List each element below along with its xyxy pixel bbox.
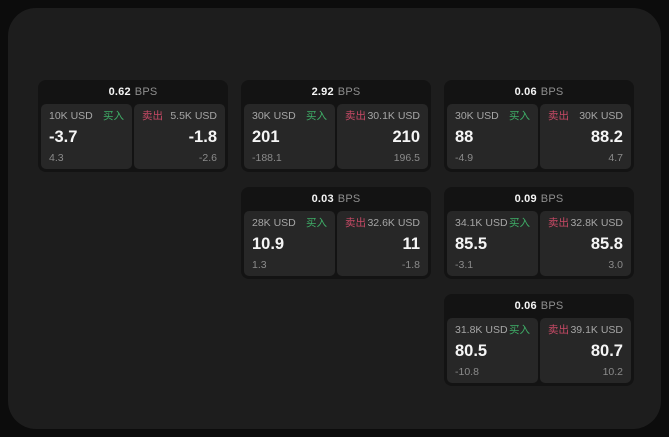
card-header: 2.92 BPS (241, 80, 431, 104)
sell-sub-value: 196.5 (393, 151, 420, 164)
buy-price: 85.5 (455, 234, 488, 253)
bps-value: 0.09 (514, 193, 537, 205)
card-body: 10K USD 买入 -3.7 4.3 卖出 5.5K USD -1.8 -2.… (38, 104, 228, 172)
quote-card-4: 0.03 BPS 28K USD 买入 10.9 1.3 卖出 32.6K US… (241, 187, 431, 279)
sell-sub-value: 10.2 (602, 365, 623, 378)
sell-panel[interactable]: 卖出 39.1K USD 80.7 10.2 (540, 318, 631, 383)
bps-value: 0.62 (108, 86, 131, 98)
buy-price: -3.7 (49, 127, 78, 146)
sell-panel[interactable]: 卖出 5.5K USD -1.8 -2.6 (134, 104, 225, 169)
sell-sub-value: -1.8 (401, 258, 420, 271)
sell-panel[interactable]: 卖出 30.1K USD 210 196.5 (337, 104, 428, 169)
buy-notional: 10K USD (49, 110, 93, 122)
buy-panel[interactable]: 30K USD 买入 88 -4.9 (447, 104, 538, 169)
buy-panel[interactable]: 31.8K USD 买入 80.5 -10.8 (447, 318, 538, 383)
card-body: 30K USD 买入 88 -4.9 卖出 30K USD 88.2 4.7 (444, 104, 634, 172)
buy-notional: 30K USD (252, 110, 296, 122)
buy-panel[interactable]: 28K USD 买入 10.9 1.3 (244, 211, 335, 276)
sell-notional: 32.6K USD (367, 217, 420, 229)
sell-label: 卖出 (142, 110, 163, 122)
bps-unit-label: BPS (134, 86, 158, 98)
card-header: 0.03 BPS (241, 187, 431, 211)
card-header: 0.62 BPS (38, 80, 228, 104)
buy-price: 10.9 (252, 234, 285, 253)
buy-price: 88 (455, 127, 474, 146)
card-header: 0.06 BPS (444, 80, 634, 104)
bps-unit-label: BPS (337, 193, 361, 205)
buy-label: 买入 (509, 110, 530, 122)
buy-price: 80.5 (455, 341, 488, 360)
card-body: 28K USD 买入 10.9 1.3 卖出 32.6K USD 11 -1.8 (241, 211, 431, 279)
quote-card-6: 0.06 BPS 31.8K USD 买入 80.5 -10.8 卖出 39.1… (444, 294, 634, 386)
sell-price: 88.2 (590, 127, 623, 146)
buy-label: 买入 (509, 217, 530, 229)
buy-sub-value: -4.9 (455, 151, 474, 164)
bps-value: 2.92 (311, 86, 334, 98)
bps-unit-label: BPS (540, 300, 564, 312)
buy-label: 买入 (103, 110, 124, 122)
bps-unit-label: BPS (540, 86, 564, 98)
buy-panel[interactable]: 34.1K USD 买入 85.5 -3.1 (447, 211, 538, 276)
card-body: 31.8K USD 买入 80.5 -10.8 卖出 39.1K USD 80.… (444, 318, 634, 386)
quote-card-3: 0.06 BPS 30K USD 买入 88 -4.9 卖出 30K USD 8… (444, 80, 634, 172)
main-panel: 0.62 BPS 10K USD 买入 -3.7 4.3 卖出 5.5K USD… (8, 8, 661, 429)
sell-panel[interactable]: 卖出 30K USD 88.2 4.7 (540, 104, 631, 169)
buy-price: 201 (252, 127, 280, 146)
sell-label: 卖出 (548, 324, 569, 336)
sell-price: 210 (392, 127, 420, 146)
sell-panel[interactable]: 卖出 32.6K USD 11 -1.8 (337, 211, 428, 276)
card-body: 34.1K USD 买入 85.5 -3.1 卖出 32.8K USD 85.8… (444, 211, 634, 279)
quote-card-1: 0.62 BPS 10K USD 买入 -3.7 4.3 卖出 5.5K USD… (38, 80, 228, 172)
buy-panel[interactable]: 30K USD 买入 201 -188.1 (244, 104, 335, 169)
card-header: 0.09 BPS (444, 187, 634, 211)
bps-unit-label: BPS (337, 86, 361, 98)
bps-value: 0.06 (514, 86, 537, 98)
quote-card-5: 0.09 BPS 34.1K USD 买入 85.5 -3.1 卖出 32.8K… (444, 187, 634, 279)
buy-sub-value: -188.1 (252, 151, 282, 164)
bps-unit-label: BPS (540, 193, 564, 205)
card-header: 0.06 BPS (444, 294, 634, 318)
buy-label: 买入 (509, 324, 530, 336)
buy-label: 买入 (306, 217, 327, 229)
sell-label: 卖出 (548, 110, 569, 122)
sell-price: 80.7 (590, 341, 623, 360)
bps-value: 0.03 (311, 193, 334, 205)
sell-price: 11 (402, 234, 420, 253)
buy-sub-value: -10.8 (455, 365, 479, 378)
bps-value: 0.06 (514, 300, 537, 312)
buy-notional: 30K USD (455, 110, 499, 122)
sell-notional: 5.5K USD (170, 110, 217, 122)
sell-price: 85.8 (590, 234, 623, 253)
buy-label: 买入 (306, 110, 327, 122)
sell-notional: 30.1K USD (367, 110, 420, 122)
sell-sub-value: -2.6 (198, 151, 217, 164)
quote-card-2: 2.92 BPS 30K USD 买入 201 -188.1 卖出 30.1K … (241, 80, 431, 172)
buy-sub-value: -3.1 (455, 258, 474, 271)
sell-notional: 39.1K USD (570, 324, 623, 336)
sell-sub-value: 4.7 (608, 151, 623, 164)
sell-label: 卖出 (345, 110, 366, 122)
sell-sub-value: 3.0 (608, 258, 623, 271)
sell-notional: 30K USD (579, 110, 623, 122)
card-body: 30K USD 买入 201 -188.1 卖出 30.1K USD 210 1… (241, 104, 431, 172)
buy-notional: 31.8K USD (455, 324, 508, 336)
sell-label: 卖出 (548, 217, 569, 229)
buy-notional: 28K USD (252, 217, 296, 229)
sell-price: -1.8 (188, 127, 217, 146)
buy-notional: 34.1K USD (455, 217, 508, 229)
buy-sub-value: 4.3 (49, 151, 64, 164)
sell-label: 卖出 (345, 217, 366, 229)
sell-panel[interactable]: 卖出 32.8K USD 85.8 3.0 (540, 211, 631, 276)
sell-notional: 32.8K USD (570, 217, 623, 229)
buy-sub-value: 1.3 (252, 258, 267, 271)
buy-panel[interactable]: 10K USD 买入 -3.7 4.3 (41, 104, 132, 169)
